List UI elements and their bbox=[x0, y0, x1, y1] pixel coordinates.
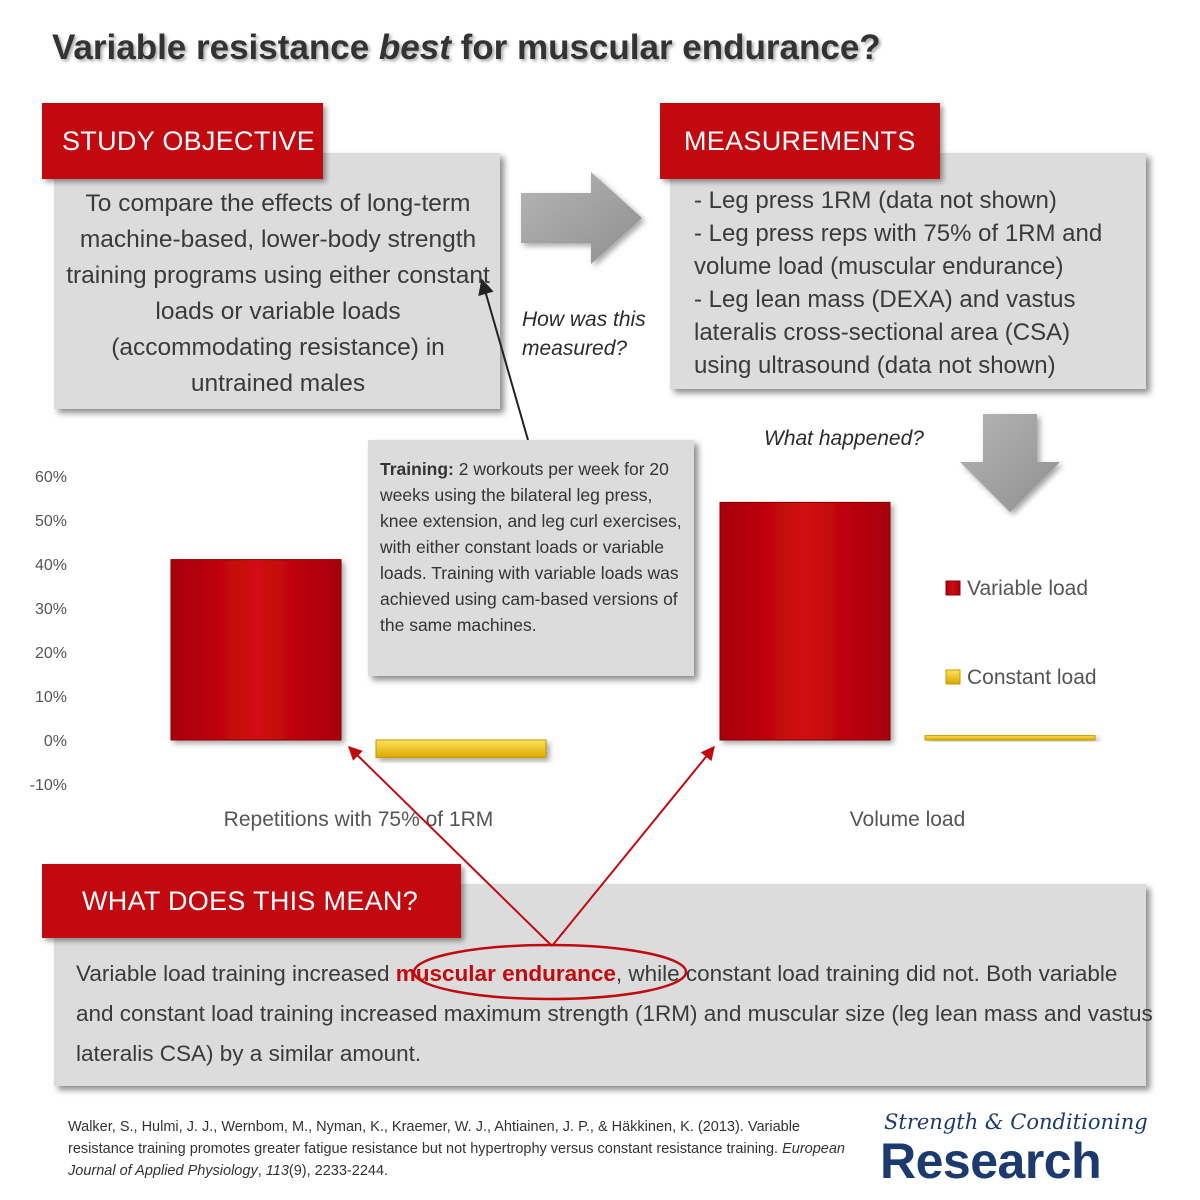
y-tick-label: 40% bbox=[35, 557, 67, 574]
y-tick-label: 20% bbox=[35, 645, 67, 662]
pointer-arrow bbox=[478, 278, 529, 441]
logo-tagline: Strength & Conditioning bbox=[884, 1110, 1148, 1134]
objective-panel bbox=[54, 153, 500, 409]
y-axis: 60% 50% 40% 30% 20% 10% 0% -10% bbox=[30, 469, 67, 794]
y-tick-label: 30% bbox=[35, 601, 67, 618]
what-happened-note: What happened? bbox=[764, 427, 924, 450]
measurements-panel bbox=[670, 153, 1146, 389]
bar-constant-1 bbox=[924, 735, 1096, 741]
meaning-label: WHAT DOES THIS MEAN? bbox=[42, 864, 461, 938]
measurement-item: volume load (muscular endurance) bbox=[694, 253, 1064, 280]
measurement-item: - Leg lean mass (DEXA) and vastus bbox=[694, 286, 1076, 313]
objective-label: STUDY OBJECTIVE bbox=[42, 103, 323, 179]
measurement-item: using ultrasound (data not shown) bbox=[694, 352, 1056, 379]
legend-swatch bbox=[945, 580, 961, 596]
y-tick-label: 0% bbox=[44, 733, 67, 750]
y-tick-label: -10% bbox=[30, 777, 67, 794]
citation: Walker, S., Hulmi, J. J., Wernbom, M., N… bbox=[68, 1119, 845, 1179]
y-tick-label: 10% bbox=[35, 689, 67, 706]
y-tick-label: 60% bbox=[35, 469, 67, 486]
meaning-text: Variable load training increased muscula… bbox=[76, 961, 1153, 1066]
page-title: Variable resistance best for muscular en… bbox=[52, 28, 881, 67]
legend-swatch bbox=[945, 669, 961, 685]
measurements-label: MEASUREMENTS bbox=[660, 103, 940, 179]
measurements-list: - Leg press 1RM (data not shown) - Leg p… bbox=[694, 184, 1134, 382]
measurement-item: lateralis cross-sectional area (CSA) bbox=[694, 319, 1071, 346]
y-tick-label: 50% bbox=[35, 513, 67, 530]
measurement-item: - Leg press 1RM (data not shown) bbox=[694, 187, 1057, 214]
bar-variable-1 bbox=[719, 501, 891, 741]
x-category-label: Volume load bbox=[850, 808, 966, 831]
how-measured-note: How was this measured? bbox=[522, 308, 646, 360]
legend: Variable load Constant load bbox=[945, 577, 1097, 689]
legend-label: Constant load bbox=[967, 666, 1097, 689]
title-emphasis: best bbox=[378, 28, 451, 67]
objective-text: To compare the effects of long-term mach… bbox=[66, 190, 490, 397]
bar-variable-0 bbox=[170, 559, 342, 741]
highlight-muscular-endurance: muscular endurance bbox=[395, 961, 616, 986]
training-bold: Training: bbox=[380, 459, 454, 479]
bar-constant-0 bbox=[375, 739, 547, 759]
training-note: Training: 2 workouts per week for 20 wee… bbox=[368, 440, 694, 676]
x-category-label: Repetitions with 75% of 1RM bbox=[224, 808, 494, 831]
bars-group bbox=[170, 501, 1096, 759]
measurement-item: - Leg press reps with 75% of 1RM and bbox=[694, 220, 1103, 247]
down-arrow-icon bbox=[960, 414, 1060, 512]
right-arrow-icon bbox=[521, 172, 642, 264]
legend-label: Variable load bbox=[967, 577, 1088, 600]
logo-wordmark: Research bbox=[880, 1133, 1102, 1189]
x-axis-labels: Repetitions with 75% of 1RM Volume load bbox=[224, 808, 966, 831]
